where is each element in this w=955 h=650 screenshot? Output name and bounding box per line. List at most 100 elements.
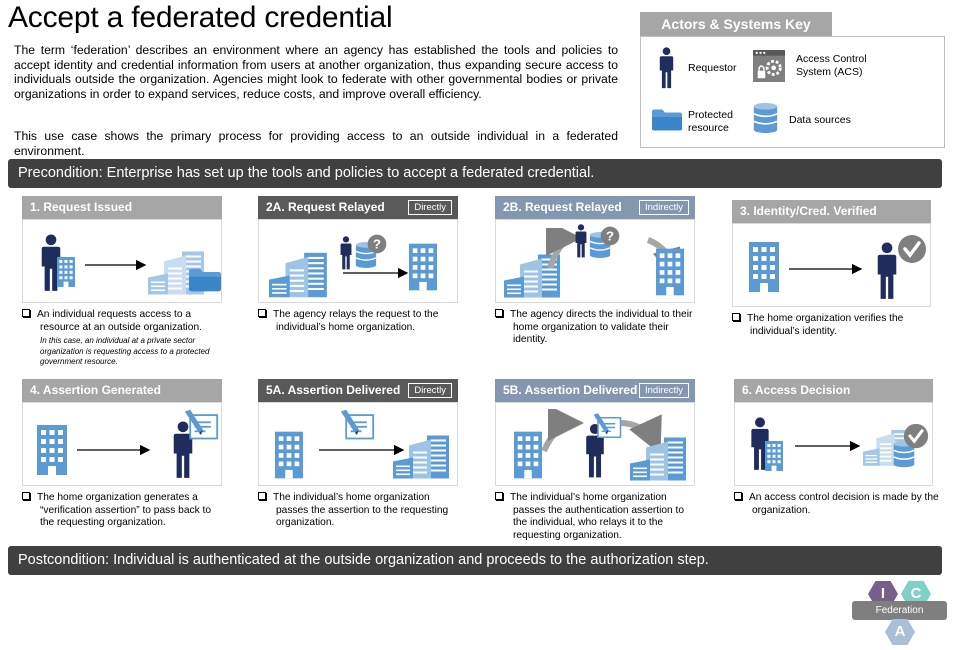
- question-icon: [600, 226, 620, 246]
- folder-icon: [652, 109, 682, 131]
- ica-logo-a: A: [885, 619, 915, 645]
- arrow-icon: [795, 441, 861, 451]
- step-5a-title: 5A. Assertion Delivered: [266, 383, 401, 397]
- step-5a-card: 5A. Assertion Delivered Directly The ind…: [258, 379, 458, 530]
- step-2a-header: 2A. Request Relayed Directly: [258, 196, 458, 219]
- office-complex-icon: [393, 435, 449, 479]
- key-acs-label: Access Control System (ACS): [796, 53, 867, 78]
- requestor-icon: [659, 47, 674, 89]
- key-requestor-label: Requestor: [688, 62, 737, 74]
- step-2b-title: 2B. Request Relayed: [503, 200, 622, 214]
- step-4-illustration: [22, 402, 222, 486]
- building-icon: [57, 257, 75, 287]
- arrow-icon: [85, 260, 147, 270]
- building-icon: [275, 431, 303, 479]
- assertion-document-icon: [183, 409, 219, 440]
- step-5b-text: The individual’s home organization passe…: [510, 492, 685, 541]
- step-3-title: 3. Identity/Cred. Verified: [732, 200, 931, 223]
- step-4-title: 4. Assertion Generated: [22, 379, 222, 402]
- step-1-text: An individual requests access to a resou…: [37, 309, 202, 333]
- step-2b-card: 2B. Request Relayed Indirectly The agenc…: [495, 196, 695, 347]
- checkbox-bullet-icon: [22, 492, 30, 500]
- requestor-icon: [877, 242, 897, 299]
- step-5a-tag: Directly: [408, 383, 452, 398]
- step-1-note: In this case, an individual at a private…: [40, 336, 210, 366]
- step-4-text: The home organization generates a “verif…: [37, 492, 211, 528]
- step-5b-description: The individual’s home organization passe…: [495, 492, 700, 542]
- building-icon: [37, 425, 67, 475]
- requestor-icon: [340, 236, 352, 270]
- check-icon: [903, 423, 929, 449]
- step-6-description: An access control decision is made by th…: [734, 492, 939, 517]
- step-2b-header: 2B. Request Relayed Indirectly: [495, 196, 695, 219]
- checkbox-bullet-icon: [258, 492, 266, 500]
- step-3-illustration: [732, 223, 931, 307]
- access-control-system-icon: [753, 50, 785, 82]
- page-title: Accept a federated credential: [8, 1, 393, 34]
- step-1-title: 1. Request Issued: [22, 196, 222, 219]
- arrow-icon: [77, 445, 151, 455]
- step-2b-tag: Indirectly: [638, 200, 689, 215]
- step-4-description: The home organization generates a “verif…: [22, 492, 222, 530]
- step-5b-header: 5B. Assertion Delivered Indirectly: [495, 379, 695, 402]
- step-5b-card: 5B. Assertion Delivered Indirectly The i…: [495, 379, 695, 542]
- step-2b-description: The agency directs the individual to the…: [495, 309, 695, 347]
- checkbox-bullet-icon: [732, 313, 740, 321]
- arrow-icon: [789, 264, 863, 274]
- step-3-description: The home organization verifies the indiv…: [732, 313, 931, 338]
- step-5a-text: The individual’s home organization passe…: [273, 492, 449, 528]
- federation-label: Federation: [852, 601, 947, 620]
- checkbox-bullet-icon: [258, 309, 266, 317]
- step-6-illustration: [734, 402, 933, 486]
- step-1-description: An individual requests access to a resou…: [22, 309, 227, 368]
- checkbox-bullet-icon: [734, 492, 742, 500]
- question-icon: [367, 234, 387, 254]
- requestor-icon: [575, 224, 587, 258]
- step-5b-tag: Indirectly: [638, 383, 689, 398]
- step-6-text: An access control decision is made by th…: [749, 492, 939, 516]
- step-2a-text: The agency relays the request to the ind…: [273, 309, 439, 333]
- building-icon: [656, 248, 684, 296]
- arrow-icon: [343, 268, 409, 278]
- checkbox-bullet-icon: [22, 309, 30, 317]
- step-5b-illustration: [495, 402, 695, 486]
- check-icon: [897, 234, 927, 264]
- step-2a-card: 2A. Request Relayed Directly The agency …: [258, 196, 458, 334]
- postcondition-banner: Postcondition: Individual is authenticat…: [8, 546, 942, 575]
- checkbox-bullet-icon: [495, 492, 503, 500]
- step-1-card: 1. Request Issued An individual requests…: [22, 196, 222, 368]
- step-1-illustration: [22, 219, 222, 303]
- step-5a-header: 5A. Assertion Delivered Directly: [258, 379, 458, 402]
- step-6-title: 6. Access Decision: [734, 379, 933, 402]
- checkbox-bullet-icon: [495, 309, 503, 317]
- step-2a-illustration: [258, 219, 458, 303]
- arrow-icon: [319, 445, 405, 455]
- actors-key-panel: Requestor Access Control System (ACS) Pr…: [640, 36, 945, 148]
- step-2a-description: The agency relays the request to the ind…: [258, 309, 463, 334]
- building-icon: [409, 243, 437, 291]
- folder-icon: [189, 268, 221, 292]
- intro-paragraph-2: This use case shows the primary process …: [14, 129, 618, 158]
- database-icon: [753, 102, 778, 134]
- step-2b-illustration: [495, 219, 695, 303]
- building-icon: [749, 242, 779, 292]
- intro-paragraph-1: The term ‘federation’ describes an envir…: [14, 43, 618, 101]
- key-title: Actors & Systems Key: [640, 12, 832, 36]
- step-2b-text: The agency directs the individual to the…: [510, 309, 693, 345]
- step-5b-title: 5B. Assertion Delivered: [503, 383, 638, 397]
- step-5a-description: The individual’s home organization passe…: [258, 492, 463, 530]
- key-data-sources-label: Data sources: [789, 114, 851, 126]
- office-complex-icon: [630, 437, 686, 481]
- step-2a-tag: Directly: [408, 200, 452, 215]
- step-6-card: 6. Access Decision An access control dec…: [734, 379, 939, 517]
- step-3-text: The home organization verifies the indiv…: [747, 313, 904, 337]
- step-4-card: 4. Assertion Generated The home organiza…: [22, 379, 222, 530]
- key-protected-line1: Protected: [688, 109, 733, 121]
- key-protected-line2: resource: [688, 122, 729, 134]
- step-2a-title: 2A. Request Relayed: [266, 200, 385, 214]
- office-complex-icon: [269, 252, 327, 298]
- assertion-document-icon: [592, 413, 622, 439]
- assertion-document-icon: [339, 409, 375, 440]
- precondition-banner: Precondition: Enterprise has set up the …: [8, 159, 942, 188]
- step-5a-illustration: [258, 402, 458, 486]
